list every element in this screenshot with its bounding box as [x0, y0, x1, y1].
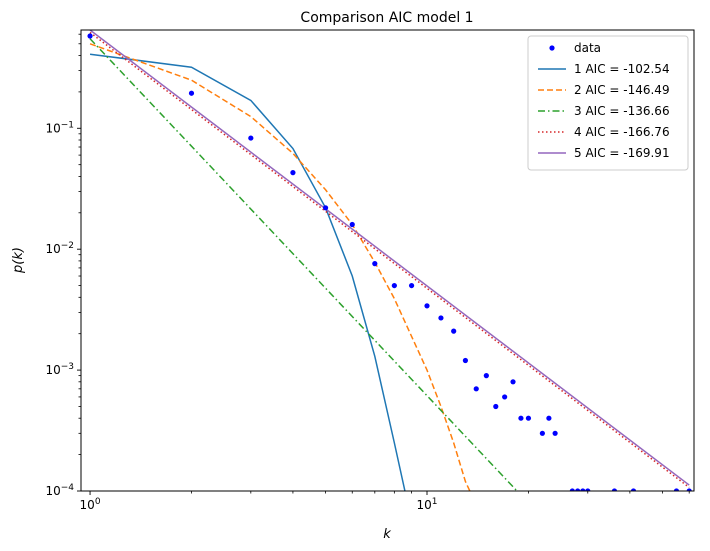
data-point	[552, 430, 558, 436]
data-point	[546, 415, 552, 421]
data-point	[569, 488, 575, 491]
data-point	[686, 488, 692, 491]
data-point	[408, 282, 415, 289]
data-point	[188, 90, 195, 96]
legend-label: 2 AIC = -146.49	[574, 83, 670, 97]
series-line-2	[89, 43, 471, 491]
x-tick-label: 100	[80, 497, 101, 512]
legend-marker	[549, 45, 555, 51]
data-point	[290, 170, 296, 176]
y-tick-label: 10−2	[45, 241, 74, 256]
legend-label: 4 AIC = -166.76	[574, 125, 670, 139]
data-point	[493, 403, 499, 410]
y-axis-label: p(k)	[11, 247, 26, 274]
data-point	[518, 415, 524, 421]
legend-label: 1 AIC = -102.54	[574, 62, 670, 76]
data-point	[585, 488, 591, 491]
data-point	[630, 488, 637, 491]
data-point	[349, 221, 355, 228]
data-point	[673, 488, 680, 491]
series-line-3	[89, 38, 518, 491]
chart-title: Comparison AIC model 1	[300, 10, 473, 26]
series-line-5	[89, 30, 690, 486]
legend: data 1 AIC = -102.54 2 AIC = -146.49 3 AIC …	[527, 35, 689, 171]
data-point	[424, 303, 430, 309]
data-point	[483, 373, 489, 379]
y-tick-label: 10−3	[45, 362, 74, 377]
x-axis-label: k	[383, 527, 391, 542]
y-axis: 10−4 10−3 10−2 10−1	[45, 33, 81, 498]
data-point	[87, 33, 93, 39]
data-point	[248, 135, 254, 141]
legend-label: 3 AIC = -136.66	[574, 104, 670, 118]
plot-frame	[80, 29, 695, 492]
data-point	[575, 488, 581, 491]
legend-label: data	[574, 41, 601, 55]
data-point	[539, 430, 545, 436]
data-point	[451, 328, 457, 334]
data-point	[473, 386, 479, 392]
data-point	[391, 282, 397, 289]
data-point	[372, 261, 378, 267]
x-tick-label: 101	[416, 497, 437, 512]
data-point	[611, 488, 618, 491]
data-point	[502, 394, 508, 400]
data-point	[438, 315, 444, 321]
data-point	[462, 357, 468, 364]
series-line-1	[89, 53, 406, 491]
series-line-4	[89, 31, 690, 489]
legend-box	[527, 35, 689, 171]
x-axis: 100 101	[80, 491, 690, 512]
y-tick-label: 10−4	[45, 483, 74, 498]
data-point	[322, 205, 329, 211]
data-point	[525, 415, 532, 421]
legend-label: 5 AIC = -169.91	[574, 146, 670, 160]
plot-area	[87, 30, 692, 491]
data-point	[510, 379, 516, 385]
data-point	[580, 488, 586, 491]
y-tick-label: 10−1	[45, 120, 74, 135]
